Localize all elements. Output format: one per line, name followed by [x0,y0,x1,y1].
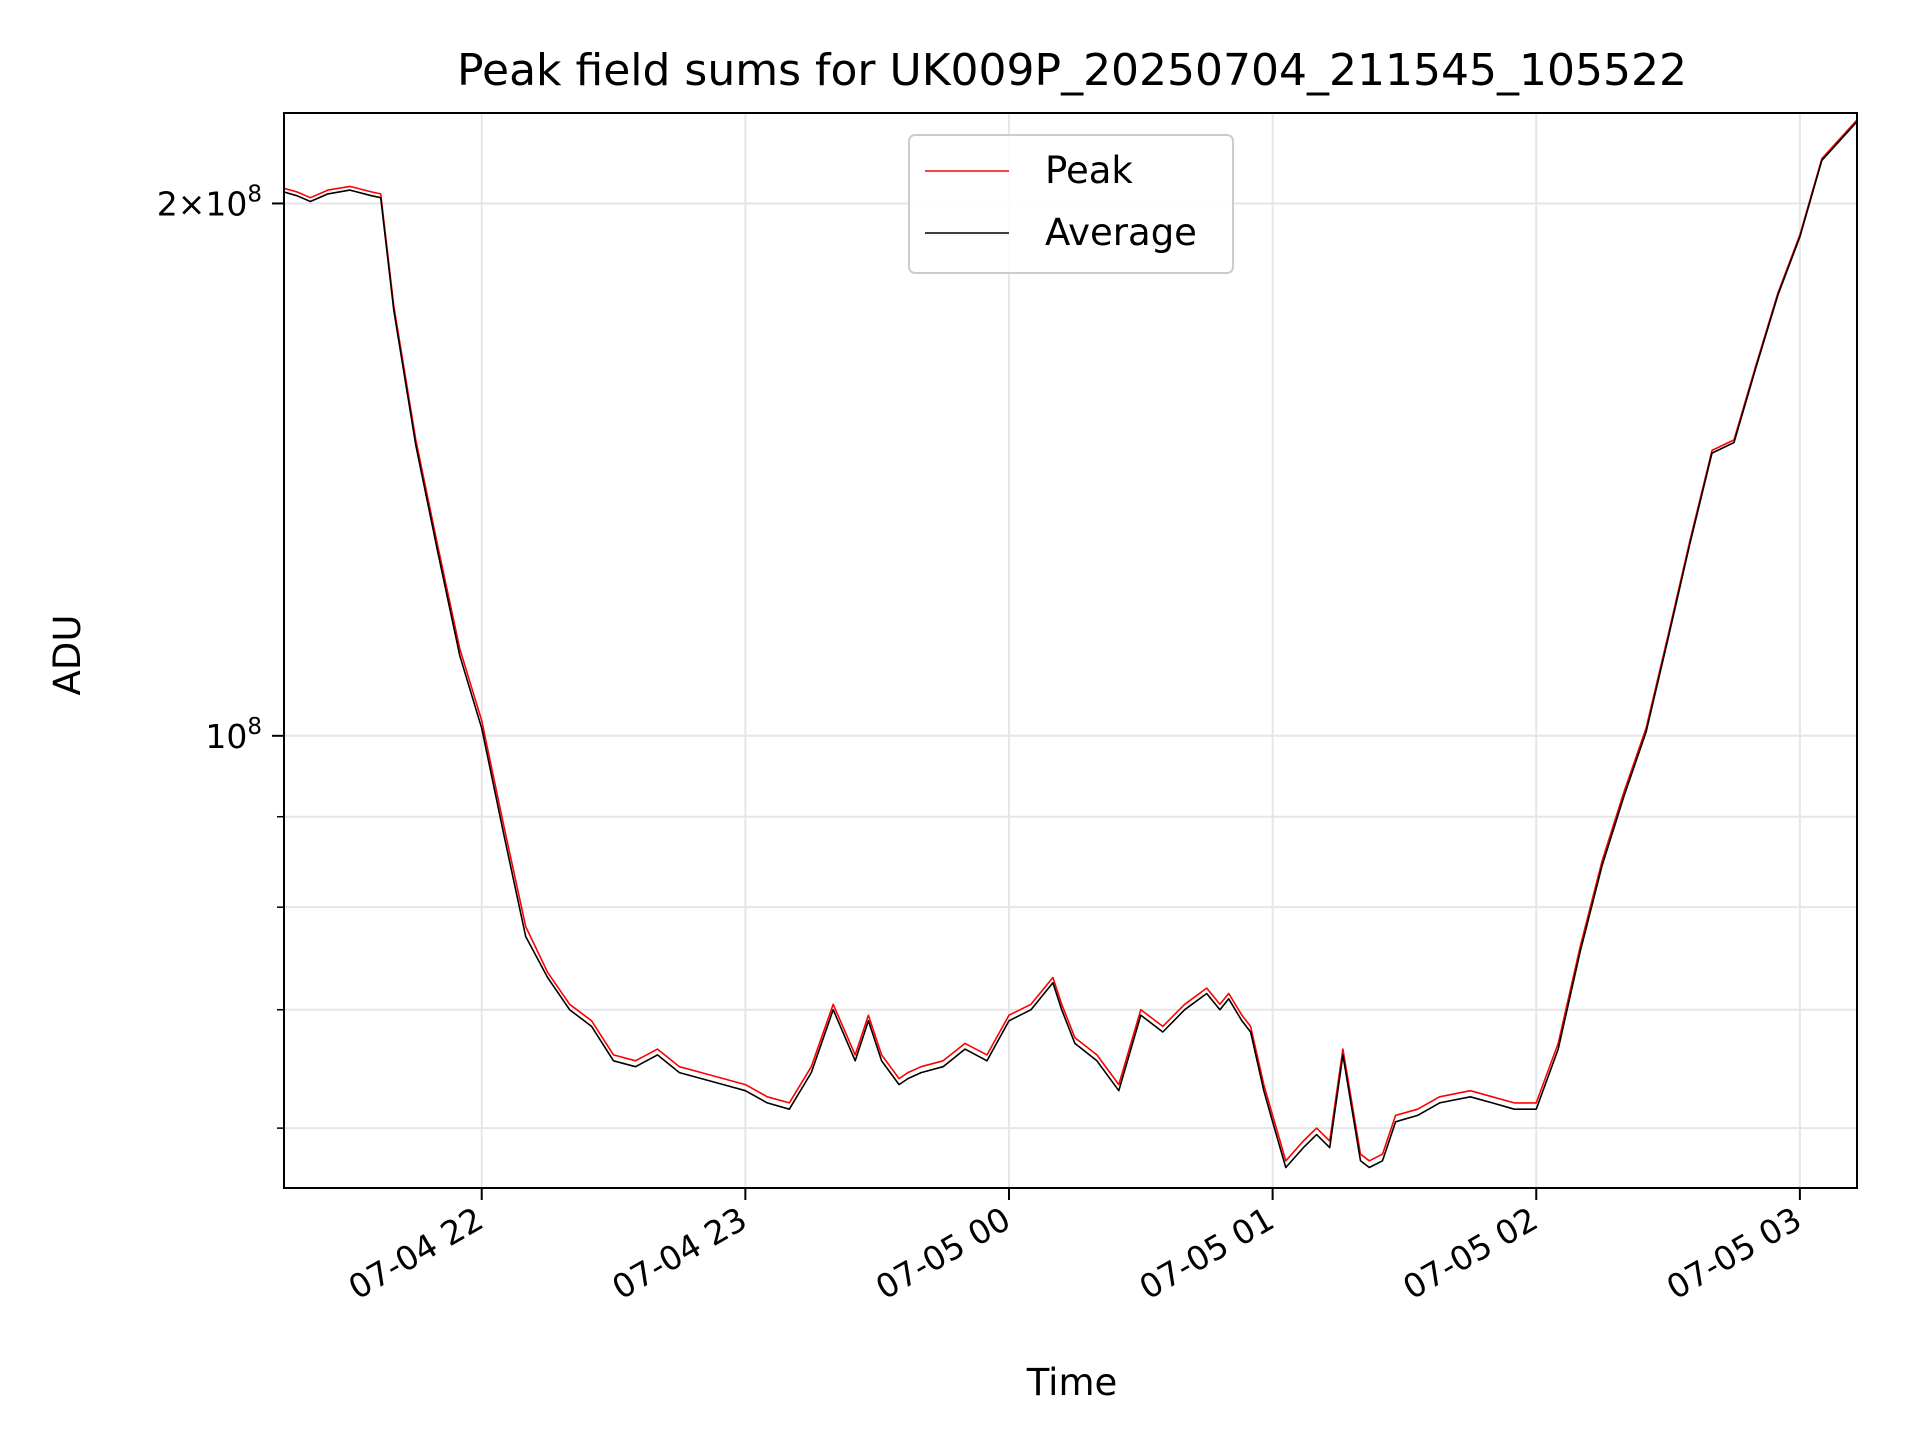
y-tick-base: 10 [205,184,247,223]
series-line-average [283,121,1858,1169]
series-line-peak [283,119,1858,1162]
plot-frame [283,112,1858,1189]
chart-title: Peak field sums for UK009P_20250704_2115… [457,45,1687,96]
grid-lines [284,113,1857,1188]
legend-box [908,134,1234,274]
y-tick-base: 10 [205,717,247,756]
y-tick-mantissa: 2 [157,184,178,223]
y-tick-label: 2×108 [157,181,262,223]
legend-label-peak: Peak [1045,149,1133,192]
series-lines [283,119,1858,1169]
y-tick-label: 108 [205,714,262,756]
x-axis-label: Time [1026,1361,1118,1404]
y-axis-label: ADU [46,615,89,696]
legend-label-average: Average [1045,211,1197,254]
legend: Peak Average [908,134,1234,274]
y-tick-exponent: 8 [247,181,262,207]
y-tick-times: × [178,184,206,223]
y-tick-exponent: 8 [247,714,262,740]
